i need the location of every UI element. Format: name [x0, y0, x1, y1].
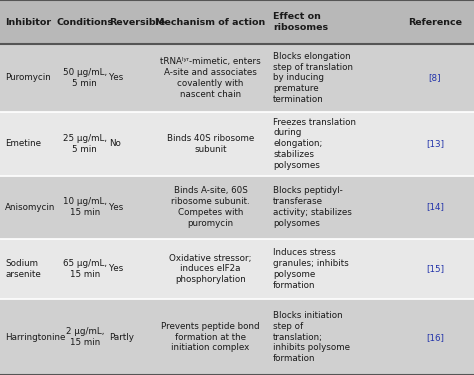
Text: [14]: [14] [426, 202, 444, 211]
Text: Yes: Yes [109, 74, 124, 82]
Bar [0, 0, 474, 44]
Bar [0, 44, 474, 112]
Bar [0, 176, 474, 238]
Text: Blocks elongation
step of translation
by inducing
premature
termination: Blocks elongation step of translation by… [273, 52, 353, 104]
Text: 25 μg/mL,
5 min: 25 μg/mL, 5 min [63, 134, 107, 153]
Text: Freezes translation
during
elongation;
stabilizes
polysomes: Freezes translation during elongation; s… [273, 118, 356, 170]
Text: Effect on
ribosomes: Effect on ribosomes [273, 12, 328, 32]
Text: Partly: Partly [109, 333, 134, 342]
Text: [8]: [8] [428, 74, 441, 82]
Text: 50 μg/mL,
5 min: 50 μg/mL, 5 min [63, 68, 107, 88]
Text: Binds A-site, 60S
ribosome subunit.
Competes with
puromycin: Binds A-site, 60S ribosome subunit. Comp… [171, 186, 250, 228]
Text: [16]: [16] [426, 333, 444, 342]
Text: Puromycin: Puromycin [5, 74, 51, 82]
Text: [15]: [15] [426, 264, 444, 273]
Text: Reference: Reference [408, 18, 462, 27]
Text: Oxidative stressor;
induces eIF2a
phosphorylation: Oxidative stressor; induces eIF2a phosph… [169, 254, 252, 284]
Text: Harringtonine: Harringtonine [5, 333, 65, 342]
Text: Yes: Yes [109, 202, 124, 211]
Text: Prevents peptide bond
formation at the
initiation complex: Prevents peptide bond formation at the i… [161, 322, 260, 352]
Text: 2 μg/mL,
15 min: 2 μg/mL, 15 min [66, 327, 104, 347]
Text: tRNAᴵʸʳ-mimetic, enters
A-site and associates
covalently with
nascent chain: tRNAᴵʸʳ-mimetic, enters A-site and assoc… [160, 57, 261, 99]
Text: 10 μg/mL,
15 min: 10 μg/mL, 15 min [63, 197, 107, 217]
Text: Emetine: Emetine [5, 139, 41, 148]
Bar [0, 299, 474, 375]
Text: Sodium
arsenite: Sodium arsenite [5, 259, 41, 279]
Text: Blocks initiation
step of
translation;
inhibits polysome
formation: Blocks initiation step of translation; i… [273, 311, 350, 363]
Text: Yes: Yes [109, 264, 124, 273]
Text: 65 μg/mL,
15 min: 65 μg/mL, 15 min [63, 259, 107, 279]
Text: Mechanism of action: Mechanism of action [155, 18, 265, 27]
Text: Blocks peptidyl-
transferase
activity; stabilizes
polysomes: Blocks peptidyl- transferase activity; s… [273, 186, 352, 228]
Text: Conditions: Conditions [56, 18, 113, 27]
Text: Induces stress
granules; inhibits
polysome
formation: Induces stress granules; inhibits polyso… [273, 248, 349, 290]
Bar [0, 238, 474, 299]
Text: Binds 40S ribosome
subunit: Binds 40S ribosome subunit [167, 134, 254, 153]
Text: Reversible: Reversible [109, 18, 166, 27]
Bar [0, 112, 474, 176]
Text: No: No [109, 139, 121, 148]
Text: [13]: [13] [426, 139, 444, 148]
Text: Inhibitor: Inhibitor [5, 18, 51, 27]
Text: Anisomycin: Anisomycin [5, 202, 55, 211]
